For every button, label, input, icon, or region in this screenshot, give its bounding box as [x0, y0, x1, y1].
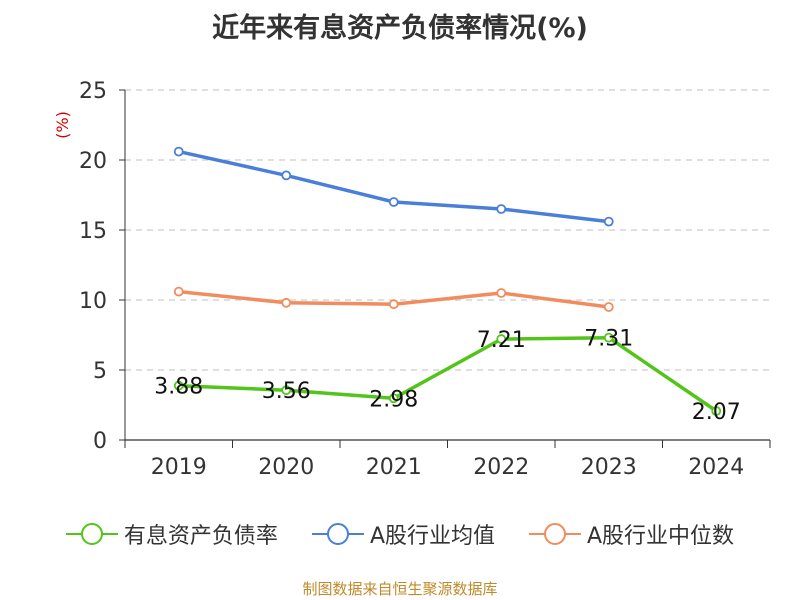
x-tick-label: 2024 — [688, 455, 744, 480]
gridlines — [125, 89, 770, 371]
data-point — [173, 380, 184, 391]
y-tick-label: 0 — [93, 429, 107, 454]
data-point — [496, 204, 507, 214]
source-note: 制图数据来自恒生聚源数据库 — [302, 580, 498, 598]
legend-label: 有息资产负债率 — [123, 524, 278, 549]
data-point — [603, 332, 614, 343]
data-point — [603, 216, 614, 227]
data-labels: 3.88 3.56 2.98 7.21 7.31 2.07 — [154, 327, 740, 425]
legend: 有息资产负债率 A股行业均值 A股行业中位数 — [0, 518, 800, 550]
x-tick-label: 2022 — [473, 455, 529, 480]
data-point — [173, 286, 184, 297]
legend-item[interactable]: A股行业均值 — [311, 518, 495, 550]
x-tick-label: 2023 — [581, 455, 637, 480]
legend-item[interactable]: 有息资产负债率 — [65, 518, 278, 550]
y-tick-label: 20 — [79, 149, 107, 174]
legend-item[interactable]: A股行业中位数 — [529, 518, 734, 550]
data-point — [281, 297, 292, 308]
y-tick-label: 10 — [79, 289, 107, 314]
y-tick-label: 5 — [93, 359, 107, 384]
data-point — [388, 393, 399, 404]
axes: 0 5 10 15 20 25 (%) 2019 2020 2021 2022 2023 2024 — [53, 79, 771, 480]
data-label: 2.07 — [692, 400, 741, 425]
y-tick-label: 25 — [79, 79, 107, 104]
data-label: 3.56 — [262, 379, 311, 404]
data-point — [388, 299, 399, 310]
data-point — [711, 406, 722, 416]
data-point — [173, 146, 184, 157]
y-axis-label: (%) — [53, 111, 72, 139]
data-point — [496, 288, 507, 298]
legend-marker-icon — [311, 523, 364, 545]
series-line — [178, 149, 610, 224]
y-tick-label: 15 — [79, 219, 107, 244]
data-label: 2.98 — [369, 387, 418, 412]
legend-marker-icon — [65, 523, 118, 545]
legend-marker-icon — [529, 523, 581, 545]
legend-label: A股行业中位数 — [587, 524, 735, 549]
series-lines — [173, 146, 722, 416]
data-label: 3.88 — [154, 375, 203, 400]
data-label: 7.21 — [477, 328, 526, 353]
data-point — [603, 302, 614, 312]
data-label: 7.31 — [584, 327, 633, 352]
x-tick-label: 2019 — [151, 455, 207, 480]
chart-title: 近年来有息资产负债率情况(%) — [212, 13, 588, 44]
data-point — [281, 170, 292, 181]
x-tick-label: 2021 — [366, 455, 422, 480]
data-point — [496, 334, 507, 344]
x-tick-label: 2020 — [258, 455, 314, 480]
data-point — [388, 197, 399, 207]
legend-label: A股行业均值 — [369, 524, 495, 549]
data-point — [281, 385, 292, 396]
series-line — [178, 335, 718, 413]
